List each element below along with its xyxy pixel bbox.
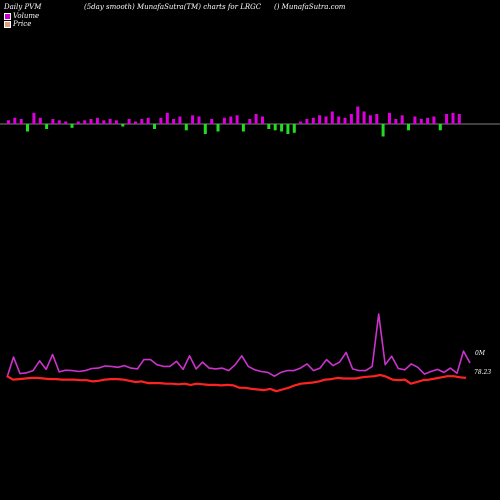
- header-left: Daily PVM: [4, 3, 42, 11]
- volume-bar: [432, 116, 436, 124]
- volume-bar: [197, 116, 201, 124]
- volume-bar: [445, 114, 449, 124]
- volume-bar: [178, 116, 182, 124]
- volume-bar: [172, 119, 176, 124]
- volume-bar: [51, 119, 55, 124]
- volume-bar: [83, 120, 87, 125]
- legend-volume: Volume: [4, 12, 39, 20]
- volume-bar: [349, 114, 353, 124]
- volume-bar: [108, 119, 112, 124]
- volume-bar: [286, 124, 290, 134]
- volume-end-label: 0M: [475, 350, 485, 357]
- legend-volume-swatch: [4, 12, 11, 20]
- legend-price: Price: [4, 20, 31, 28]
- volume-bar: [134, 121, 137, 124]
- volume-bar: [89, 119, 93, 124]
- volume-bar: [210, 119, 214, 124]
- volume-bar: [362, 111, 366, 124]
- volume-bar: [203, 124, 207, 134]
- volume-bar: [146, 117, 150, 125]
- volume-bar: [26, 124, 29, 132]
- volume-bar: [330, 111, 334, 124]
- volume-bar: [13, 117, 17, 125]
- volume-bar: [394, 119, 398, 124]
- volume-bar: [140, 119, 144, 124]
- volume-bar: [400, 115, 404, 125]
- volume-bar: [153, 124, 156, 129]
- volume-bar: [356, 106, 360, 124]
- volume-bar: [375, 114, 379, 124]
- volume-bar: [337, 116, 341, 124]
- volume-bar: [38, 117, 42, 125]
- volume-bar: [70, 124, 74, 128]
- header-right: () MunafaSutra.com: [274, 3, 346, 11]
- volume-bar: [368, 115, 372, 125]
- volume-bar: [324, 116, 328, 124]
- volume-bar: [229, 116, 233, 124]
- volume-bar: [19, 119, 23, 124]
- volume-bar: [127, 119, 131, 124]
- volume-bar: [451, 112, 455, 125]
- volume-bar: [191, 115, 195, 125]
- volume-bar: [216, 124, 220, 132]
- volume-bar: [413, 116, 417, 124]
- volume-bar: [407, 124, 410, 131]
- volume-bar: [273, 124, 277, 131]
- volume-bar: [222, 117, 226, 125]
- volume-bar: [318, 115, 322, 125]
- volume-bar: [267, 124, 271, 129]
- volume-bar: [7, 120, 10, 125]
- legend-price-swatch: [4, 20, 11, 28]
- volume-bar: [292, 124, 296, 133]
- volume-bar: [248, 119, 252, 124]
- volume-bar: [388, 112, 391, 125]
- volume-bar: [45, 124, 49, 129]
- volume-bar: [121, 124, 125, 127]
- legend-price-label: Price: [13, 20, 32, 28]
- volume-bar: [343, 117, 347, 125]
- header-title: (5day smooth) MunafaSutra(TM) charts for…: [84, 3, 262, 11]
- volume-bar: [261, 116, 264, 124]
- volume-bar: [381, 124, 385, 137]
- volume-bar: [241, 124, 245, 132]
- volume-bar: [254, 114, 258, 124]
- volume-bar: [64, 121, 68, 124]
- volume-bar: [159, 117, 163, 125]
- volume-bar: [419, 119, 423, 124]
- volume-bar: [457, 114, 461, 124]
- volume-bar: [438, 124, 442, 131]
- volume-bar: [32, 112, 36, 125]
- pvm-line: [6, 313, 471, 378]
- volume-bar: [305, 119, 309, 124]
- volume-bar: [57, 120, 61, 125]
- volume-bar: [280, 124, 284, 132]
- volume-bar: [76, 121, 80, 124]
- price-end-label: 78.23: [474, 369, 492, 376]
- volume-bar: [299, 121, 303, 124]
- volume-bar: [311, 117, 315, 125]
- volume-bar: [426, 117, 430, 125]
- volume-bar: [95, 117, 99, 125]
- volume-bar: [165, 112, 169, 125]
- volume-bar: [102, 120, 106, 125]
- volume-bar: [235, 115, 239, 125]
- volume-bar: [114, 120, 118, 125]
- price-line: [6, 373, 467, 393]
- legend-volume-label: Volume: [13, 12, 40, 20]
- volume-bar: [184, 124, 188, 131]
